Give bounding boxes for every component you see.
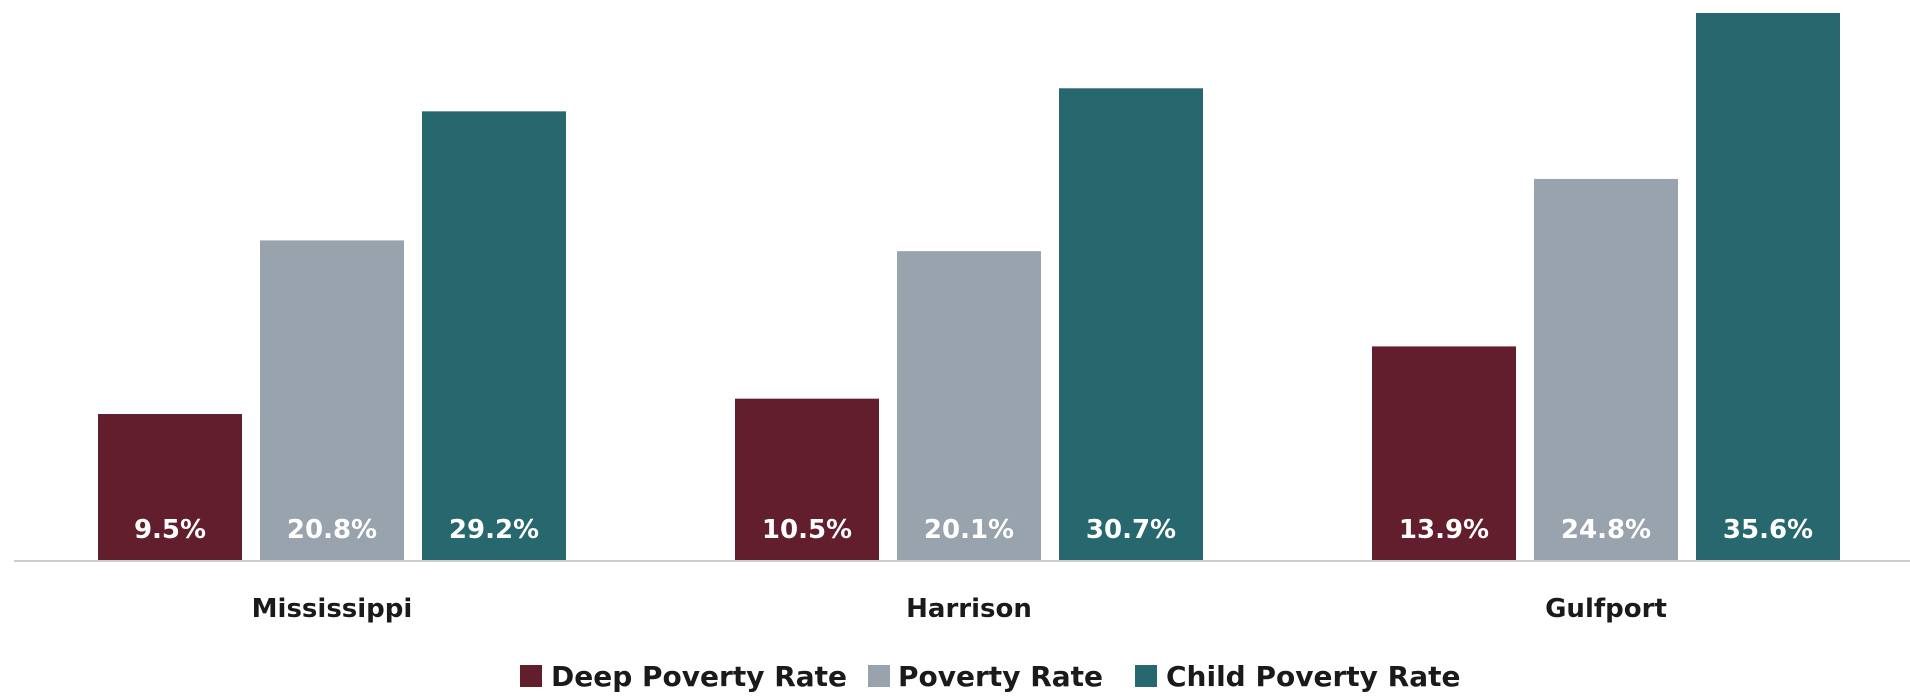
legend-item-poverty-rate: Poverty Rate xyxy=(868,660,1103,693)
bar-mississippi-child-poverty-rate xyxy=(422,111,566,560)
bar-mississippi-poverty-rate xyxy=(260,240,404,561)
legend-swatch-poverty-rate xyxy=(868,665,890,687)
bar-harrison-deep-poverty-rate xyxy=(735,398,879,560)
category-label-harrison: Harrison xyxy=(906,594,1032,624)
value-label-harrison-deep-poverty-rate: 10.5% xyxy=(762,515,852,545)
legend-label-child-poverty-rate: Child Poverty Rate xyxy=(1166,660,1461,693)
bar-gulfport-child-poverty-rate xyxy=(1696,13,1840,560)
value-label-mississippi-poverty-rate: 20.8% xyxy=(287,515,377,545)
category-label-gulfport: Gulfport xyxy=(1545,594,1667,624)
legend-item-child-poverty-rate: Child Poverty Rate xyxy=(1135,660,1461,693)
bar-mississippi-deep-poverty-rate xyxy=(98,414,242,560)
value-label-gulfport-child-poverty-rate: 35.6% xyxy=(1723,515,1813,545)
value-label-mississippi-deep-poverty-rate: 9.5% xyxy=(134,515,206,545)
value-label-harrison-poverty-rate: 20.1% xyxy=(924,515,1014,545)
legend: Deep Poverty Rate Poverty Rate Child Pover… xyxy=(520,660,1461,693)
bar-gulfport-poverty-rate xyxy=(1534,178,1678,560)
value-labels-layer: 9.5% 20.8% 29.2% 10.5% 20.1% 30.7% 13.9% 24.8% 3… xyxy=(134,515,1813,545)
value-label-mississippi-child-poverty-rate: 29.2% xyxy=(449,515,539,545)
bar-harrison-poverty-rate xyxy=(897,251,1041,561)
category-label-mississippi: Mississippi xyxy=(252,594,413,624)
legend-label-deep-poverty-rate: Deep Poverty Rate xyxy=(551,660,847,693)
value-label-harrison-child-poverty-rate: 30.7% xyxy=(1086,515,1176,545)
category-labels-layer: Mississippi Harrison Gulfport xyxy=(252,594,1667,624)
bar-harrison-child-poverty-rate xyxy=(1059,88,1203,560)
value-label-gulfport-deep-poverty-rate: 13.9% xyxy=(1399,515,1489,545)
bar-gulfport-deep-poverty-rate xyxy=(1372,346,1516,560)
legend-label-poverty-rate: Poverty Rate xyxy=(898,660,1103,693)
legend-swatch-deep-poverty-rate xyxy=(520,665,542,687)
legend-swatch-child-poverty-rate xyxy=(1135,665,1157,687)
value-label-gulfport-poverty-rate: 24.8% xyxy=(1561,515,1651,545)
legend-item-deep-poverty-rate: Deep Poverty Rate xyxy=(520,660,847,693)
bars-layer xyxy=(98,13,1840,561)
